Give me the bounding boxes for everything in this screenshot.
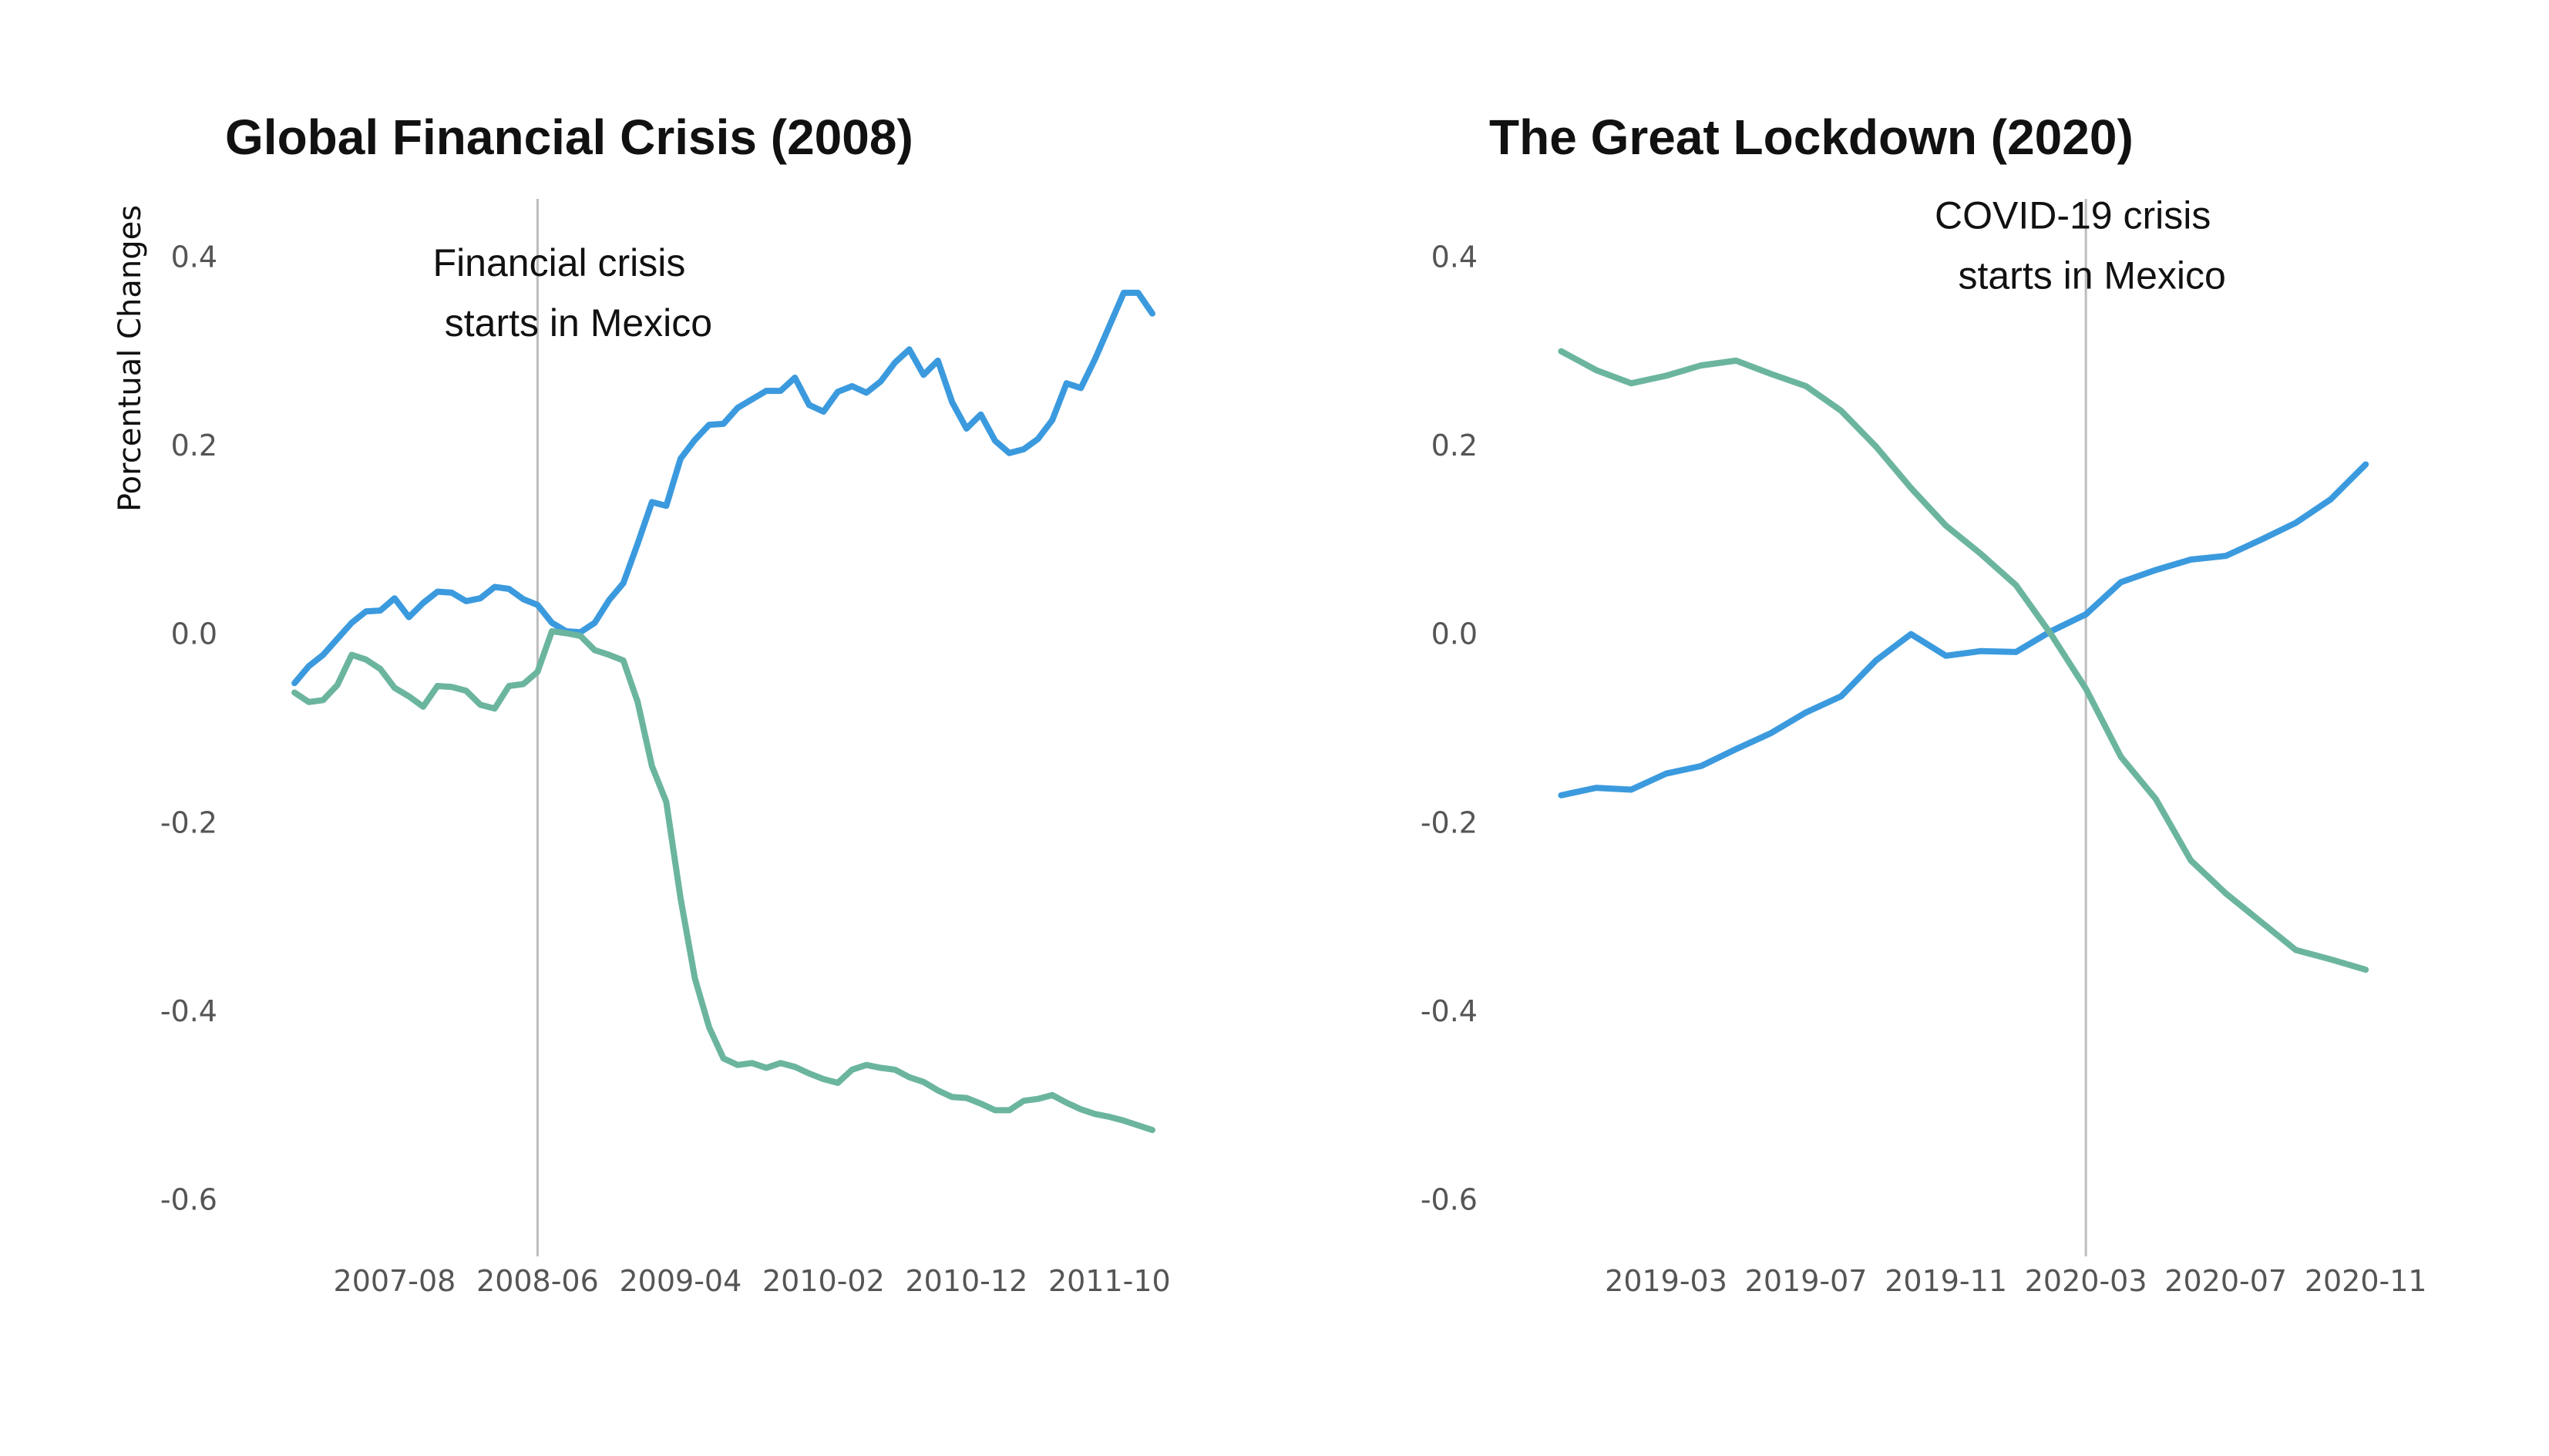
x-tick-label: 2020-03 <box>2025 1264 2147 1298</box>
x-tick-label: 2019-11 <box>1885 1264 2007 1298</box>
crisis-annotation-line-1: Financial crisis <box>433 241 686 284</box>
series-line-2 <box>291 628 1155 1134</box>
crisis-annotation-gfc: Financial crisis starts in Mexico <box>433 241 713 345</box>
series-line-1 <box>1558 461 2369 799</box>
y-tick-label: 0.0 <box>171 617 217 651</box>
y-axis-label: Porcentual Changes <box>113 205 148 512</box>
crisis-annotation-line-2: starts in Mexico <box>1958 254 2225 298</box>
y-tick-label: 0.0 <box>1431 617 1478 651</box>
x-tick-labels-lockdown: 2019-03 2019-07 2019-11 2020-03 2020-07 2020-… <box>1605 1264 2426 1298</box>
chart-title-lockdown: The Great Lockdown (2020) <box>1489 109 2134 165</box>
x-tick-label: 2009-04 <box>620 1264 742 1298</box>
crisis-annotation-line-1: COVID-19 crisis <box>1935 194 2211 237</box>
y-tick-label: 0.4 <box>171 240 217 274</box>
series-lines-gfc <box>291 289 1155 1134</box>
y-tick-label: -0.2 <box>1421 805 1478 839</box>
y-tick-label: 0.4 <box>1431 240 1478 274</box>
y-tick-labels-lockdown: 0.4 0.2 0.0 -0.2 -0.4 -0.6 <box>1421 240 1478 1216</box>
x-tick-label: 2007-08 <box>334 1264 456 1298</box>
x-tick-label: 2008-06 <box>476 1264 599 1298</box>
y-tick-label: -0.4 <box>1421 994 1478 1028</box>
series-line-1 <box>291 289 1155 687</box>
y-tick-label: 0.2 <box>1431 429 1478 462</box>
series-lines-lockdown <box>1558 348 2369 973</box>
x-tick-label: 2020-07 <box>2164 1264 2287 1298</box>
y-tick-label: 0.2 <box>171 429 217 462</box>
x-tick-label: 2019-07 <box>1745 1264 1868 1298</box>
x-tick-label: 2010-02 <box>762 1264 885 1298</box>
x-tick-label: 2011-10 <box>1048 1264 1171 1298</box>
chart-title-gfc: Global Financial Crisis (2008) <box>225 109 913 165</box>
x-tick-label: 2020-11 <box>2305 1264 2427 1298</box>
y-tick-labels-gfc: 0.4 0.2 0.0 -0.2 -0.4 -0.6 <box>160 240 217 1216</box>
y-tick-label: -0.2 <box>160 805 217 839</box>
x-tick-labels-gfc: 2007-08 2008-06 2009-04 2010-02 2010-12 2011-… <box>334 1264 1171 1298</box>
y-tick-label: -0.6 <box>160 1183 217 1217</box>
panel-lockdown-2020: The Great Lockdown (2020) 0.4 0.2 0.0 -0.2 -… <box>1421 109 2427 1298</box>
crisis-annotation-line-2: starts in Mexico <box>445 301 712 345</box>
y-tick-label: -0.4 <box>160 994 217 1028</box>
x-tick-label: 2010-12 <box>905 1264 1027 1298</box>
crisis-annotation-lockdown: COVID-19 crisis starts in Mexico <box>1935 194 2226 298</box>
series-line-2 <box>1558 348 2369 973</box>
y-tick-label: -0.6 <box>1421 1183 1478 1217</box>
x-tick-label: 2019-03 <box>1605 1264 1727 1298</box>
panel-gfc-2008: Global Financial Crisis (2008) Porcentua… <box>113 109 1171 1298</box>
